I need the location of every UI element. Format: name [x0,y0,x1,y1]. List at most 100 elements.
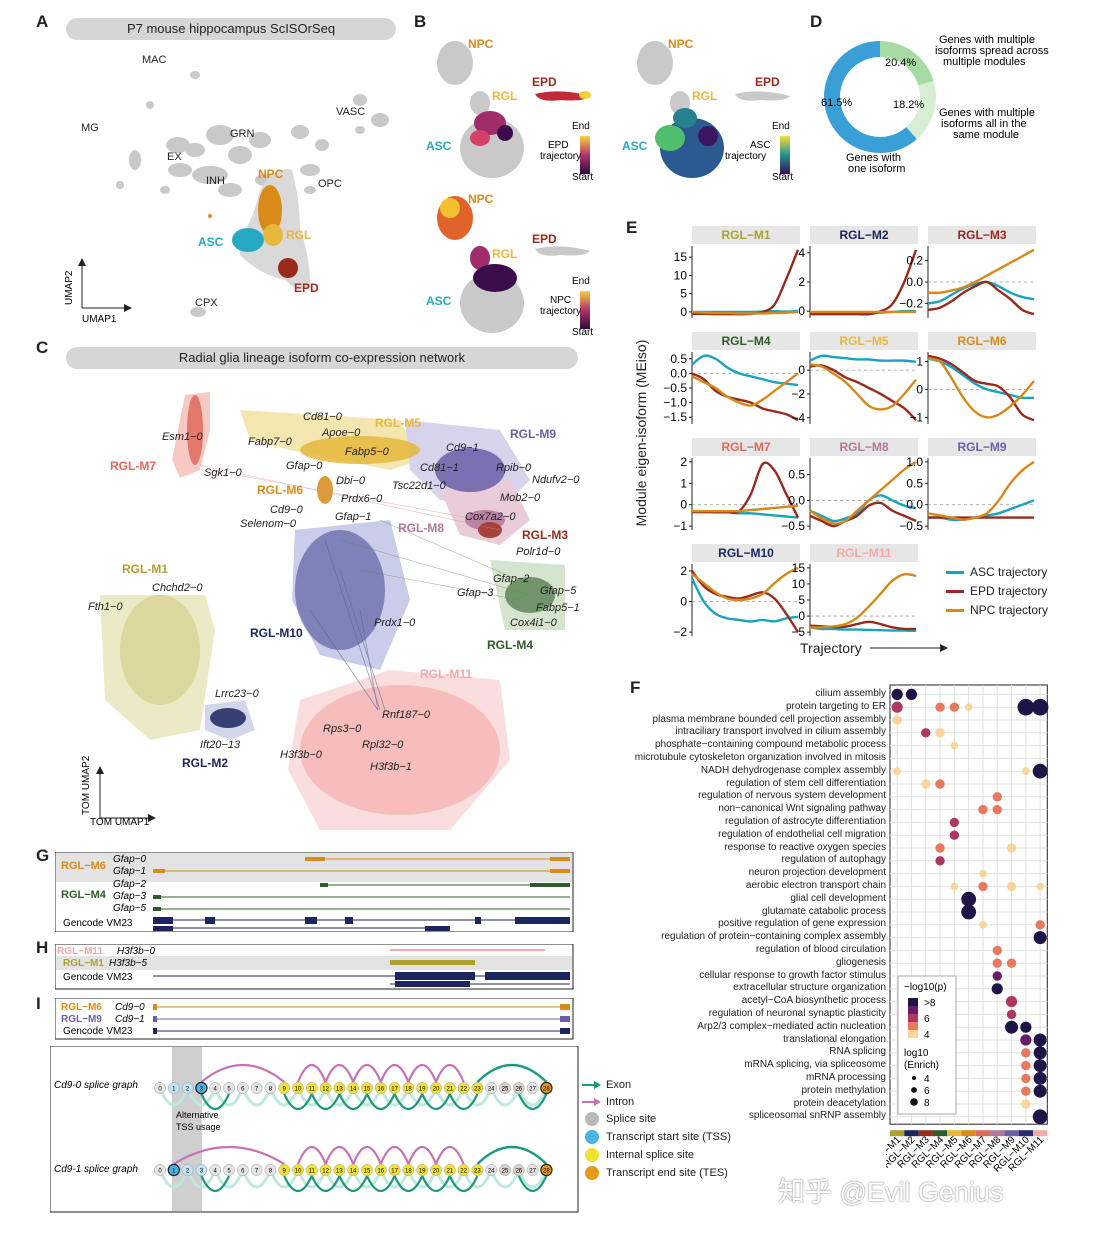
e-title: RGL−M6 [957,334,1006,348]
splice-node [292,1082,304,1094]
f-legend-e-value: 4 [924,1074,930,1085]
umap-rgl-cluster [263,224,283,246]
e-ytick-label: −5 [791,625,805,639]
donut-cat-one-1: Genes with [846,152,901,164]
splice-node [512,1082,525,1094]
e-ytick-label: 0 [798,609,805,623]
umap-axis-y: UMAP2 [64,270,75,305]
f-dot [935,728,945,738]
splice-node-number: 23 [474,1169,481,1175]
splice-exon-arc [338,1093,368,1111]
go-term: acetyl−CoA biosynthetic process [741,995,886,1007]
e-ytick-label: 2 [680,564,687,578]
splice-node [195,1081,208,1095]
splice-exon-arc [310,1093,341,1111]
splice-intron-arc [434,1145,465,1165]
e-ytick-label: 0 [798,363,805,377]
f-dot [1033,1059,1047,1073]
svg-text:EPD: EPD [532,75,557,89]
splice-node-number: 10 [295,1087,302,1093]
svg-text:H3f3b−5: H3f3b−5 [109,958,148,969]
splice-node [305,1164,318,1176]
splice-node-number: 5 [227,1087,231,1093]
splice-node-number: 14 [350,1169,357,1175]
f-dot [949,702,960,712]
svg-text:NPC: NPC [668,37,694,51]
f-dot [891,688,903,700]
splice-exon-arc [517,1093,548,1111]
f-dot [978,804,988,815]
e-ytick-label: −2 [673,625,687,639]
f-legend-p-swatch [908,1022,918,1030]
svg-text:Gfap−1: Gfap−1 [335,511,371,523]
e-series-epd [809,364,917,421]
umap-label-cpx: CPX [195,297,218,309]
splice-node-number: 23 [474,1087,481,1093]
f-dot [921,728,931,738]
splice-node [333,1164,346,1176]
e-subplot-1: RGL−M2 4 2 0 [798,226,918,318]
e-subplot-5: RGL−M6 1 0 −1 [909,332,1036,424]
e-ytick-label: −4 [791,411,805,425]
net-label-m10: RGL-M10 [250,626,303,640]
f-dot [992,971,1002,981]
svg-text:Mob2−0: Mob2−0 [500,492,541,504]
splice-node [347,1082,360,1094]
panel-e-eigengenes: RGL−M1151050RGL−M2420RGL−M30.20.0−0.2RGL… [663,226,1036,639]
f-dot [1005,996,1018,1008]
svg-text:End: End [572,276,590,287]
f-legend-e-dot [912,1076,916,1080]
e-ytick-label: −1 [673,519,687,533]
e-ytick-label: 1 [680,476,687,490]
f-legend-e-title2: (Enrich) [904,1060,939,1071]
watermark: 知乎 @Evil Genius [778,1177,1004,1207]
splice-node-number: 27 [529,1169,536,1175]
splice-node-number: 28 [543,1169,550,1175]
donut-cat-spread-1: Genes with multiple [939,34,1035,46]
donut-slice-2 [906,80,936,140]
e-series-npc [809,572,917,629]
go-term: RNA splicing [829,1046,886,1058]
go-term: response to reactive oxygen species [724,841,886,853]
f-dot [991,983,1003,995]
svg-text:RGL: RGL [492,247,517,261]
f-module-bar [961,1130,976,1137]
e-ytick-label: 0 [680,305,687,319]
f-dot [1021,1060,1031,1071]
e-ytick-label: −0.2 [899,296,923,310]
go-term: protein deacetylation [793,1097,886,1109]
f-legend-e-value: 8 [924,1098,930,1109]
e-ytick-label: 0 [680,595,687,609]
splice-node-number: 15 [364,1169,371,1175]
splice-intron-arc [379,1145,410,1165]
umap-asc-cluster [232,228,264,252]
f-dot [1036,882,1044,891]
donut-cat-spread-2: isoforms spread across [935,45,1049,57]
splice-node-number: 9 [283,1169,287,1175]
splice-node [250,1164,263,1176]
splice-node [167,1163,181,1177]
splice-node-number: 14 [350,1087,357,1093]
f-dot [935,702,945,712]
f-dot [992,804,1002,815]
splice-node [319,1082,332,1094]
go-term: cilium assembly [815,688,886,699]
splice-node-number: 25 [502,1169,509,1175]
f-module-bar [947,1130,962,1137]
f-legend-e-title: log10 [904,1048,929,1059]
svg-text:RGL−M4: RGL−M4 [61,889,107,901]
svg-text:ASC: ASC [426,294,452,308]
splice-node-number: 2 [186,1087,190,1093]
splice-node-number: 1 [172,1087,176,1093]
splice-node-number: 27 [529,1087,536,1093]
e-title: RGL−M10 [718,546,774,560]
splice-node [499,1082,511,1094]
splice-node-number: 16 [377,1087,384,1093]
f-legend-p-value: 4 [924,1030,930,1041]
f-dot [1021,1086,1031,1096]
e-title-strip [692,226,800,244]
f-dot [992,792,1002,802]
alt-tss-label-1: Alternative [176,1110,219,1120]
svg-text:Rnf187−0: Rnf187−0 [382,709,431,721]
